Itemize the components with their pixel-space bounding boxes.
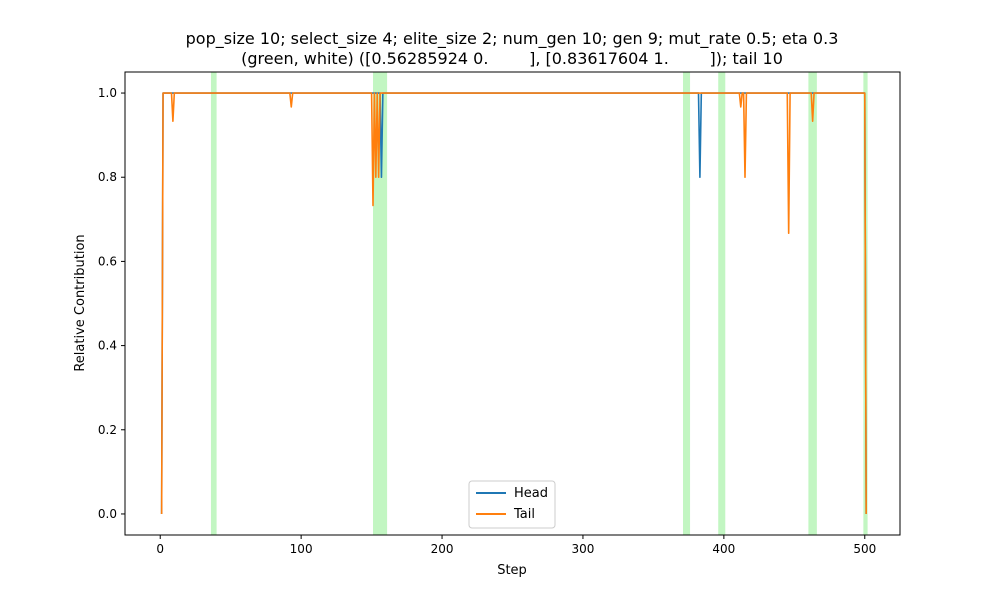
x-tick-label: 0 <box>156 542 164 556</box>
highlight-span <box>683 72 691 535</box>
y-tick-label: 0.6 <box>98 254 117 268</box>
y-tick-label: 1.0 <box>98 86 117 100</box>
highlight-spans <box>210 72 868 535</box>
legend-label-head: Head <box>514 486 548 501</box>
series-line-head <box>160 92 867 514</box>
legend: Head Tail <box>468 480 556 529</box>
chart-title-line-2: (green, white) ([0.56285924 0. ], [0.836… <box>241 49 783 68</box>
series-line-tail <box>160 92 867 514</box>
legend-label-tail: Tail <box>513 507 535 522</box>
x-tick-label: 100 <box>290 542 313 556</box>
highlight-span <box>718 72 726 535</box>
plot-frame <box>124 71 901 536</box>
chart-title-line-1: pop_size 10; select_size 4; elite_size 2… <box>186 29 839 49</box>
y-tick-label: 0.4 <box>98 339 117 353</box>
highlight-span <box>808 72 817 535</box>
highlight-span <box>210 72 217 535</box>
series-lines <box>160 92 867 514</box>
x-tick-label: 300 <box>572 542 595 556</box>
y-axis-label: Relative Contribution <box>73 234 88 371</box>
x-axis-ticks: 0 100 200 300 400 500 <box>156 535 876 556</box>
y-tick-label: 0.8 <box>98 170 117 184</box>
y-tick-label: 0.0 <box>98 507 117 521</box>
x-tick-label: 500 <box>853 542 876 556</box>
highlight-span <box>373 72 388 535</box>
x-axis-label: Step <box>497 563 527 578</box>
x-tick-label: 400 <box>712 542 735 556</box>
y-axis-ticks: 0.0 0.2 0.4 0.6 0.8 1.0 <box>98 86 125 521</box>
y-tick-label: 0.2 <box>98 423 117 437</box>
x-tick-label: 200 <box>431 542 454 556</box>
